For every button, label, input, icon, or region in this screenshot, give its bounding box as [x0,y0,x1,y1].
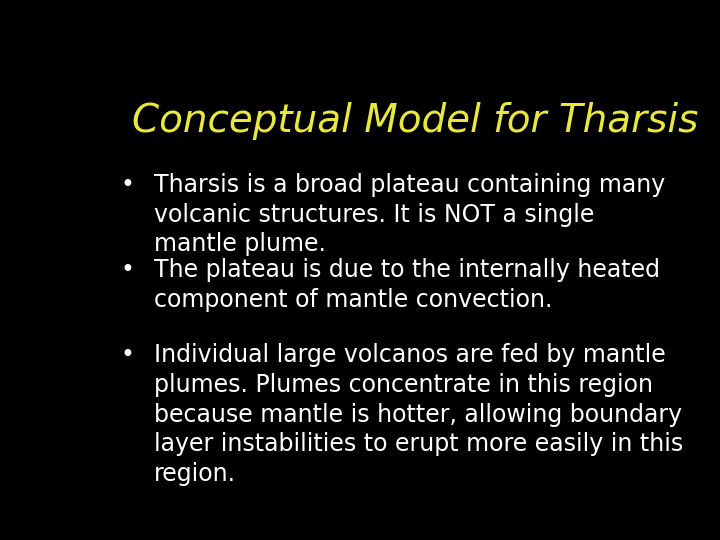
Text: •: • [121,343,135,367]
Text: •: • [121,258,135,282]
Text: Individual large volcanos are fed by mantle
plumes. Plumes concentrate in this r: Individual large volcanos are fed by man… [154,343,683,486]
Text: Conceptual Model for Tharsis: Conceptual Model for Tharsis [132,102,698,140]
Text: The plateau is due to the internally heated
component of mantle convection.: The plateau is due to the internally hea… [154,258,660,312]
Text: •: • [121,173,135,197]
Text: Tharsis is a broad plateau containing many
volcanic structures. It is NOT a sing: Tharsis is a broad plateau containing ma… [154,173,665,256]
